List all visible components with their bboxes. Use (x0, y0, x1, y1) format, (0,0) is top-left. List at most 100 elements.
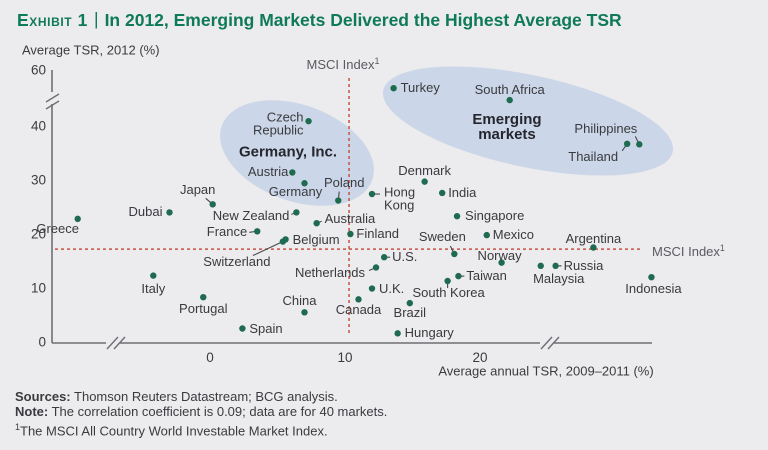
data-point-south-africa (506, 96, 513, 104)
data-point-netherlands (372, 264, 380, 271)
data-point-japan (209, 201, 216, 208)
data-point-belgium (282, 236, 289, 243)
data-point-argentina (590, 244, 597, 251)
footnote-line: 1The MSCI All Country World Investable M… (15, 420, 387, 439)
point-label-france: France (206, 224, 248, 240)
point-label-new-zealand: New Zealand (212, 208, 290, 224)
axis-break-mark (45, 93, 60, 103)
data-point-finland (347, 230, 354, 238)
data-point-russia (552, 262, 559, 270)
data-point-denmark (421, 178, 428, 185)
data-point-brazil (406, 299, 413, 307)
data-point-poland (335, 197, 342, 204)
group-label-emerging-markets: Emerging markets (472, 111, 542, 143)
data-point-france (254, 228, 261, 235)
title-text: In 2012, Emerging Markets Delivered the … (104, 10, 622, 30)
point-label-china: China (282, 293, 317, 309)
point-label-mexico: Mexico (492, 226, 534, 242)
point-label-russia: Russia (563, 257, 604, 273)
point-label-japan: Japan (179, 182, 216, 198)
point-label-thailand: Thailand (568, 148, 619, 164)
y-tick-label-20: 20 (30, 226, 46, 242)
point-label-hong-kong: Hong Kong (384, 184, 416, 213)
x-tick-label-20: 20 (472, 350, 488, 365)
axis-break-mark (547, 336, 560, 350)
sources-line: Sources: Thomson Reuters Datastream; BCG… (15, 389, 387, 405)
data-point-mexico (483, 231, 490, 239)
point-label-turkey: Turkey (400, 79, 440, 95)
data-point-portugal (200, 293, 207, 301)
data-point-south-korea (444, 277, 451, 285)
msci-index-vertical-label: MSCI Index1 (307, 56, 380, 72)
y-tick-label-30: 30 (30, 172, 46, 188)
data-point-dubai (166, 209, 173, 216)
data-point-germany (301, 180, 308, 187)
data-point-austria (289, 169, 296, 176)
y-tick-label-60: 60 (30, 62, 46, 78)
point-label-australia: Australia (324, 210, 376, 226)
point-label-india: India (448, 184, 477, 200)
msci-label-superscript: 1 (374, 55, 380, 66)
point-label-denmark: Denmark (398, 162, 452, 178)
point-label-italy: Italy (141, 280, 166, 296)
x-tick-label-10: 10 (337, 350, 353, 365)
point-label-germany: Germany (268, 183, 323, 199)
msci-index-horizontal-label: MSCI Index1 (652, 243, 725, 259)
label-leader-line-switzerland (252, 241, 284, 257)
footnote-superscript: 1 (15, 421, 21, 432)
data-point-indonesia (648, 274, 655, 281)
data-point-philippines (636, 141, 643, 148)
point-label-canada: Canada (335, 302, 382, 318)
point-label-south-africa: South Africa (474, 81, 545, 97)
x-tick-label-0: 0 (206, 350, 214, 365)
point-label-philippines: Philippines (574, 121, 638, 137)
data-point-hong-kong (368, 190, 376, 198)
data-point-malaysia (537, 262, 544, 270)
data-point-sweden (451, 250, 458, 258)
point-label-poland: Poland (324, 174, 365, 190)
msci-label-text: MSCI Index (306, 57, 375, 73)
point-label-switzerland: Switzerland (203, 253, 271, 269)
point-label-malaysia: Malaysia (533, 270, 585, 286)
data-point-canada (355, 296, 362, 303)
point-label-taiwan: Taiwan (466, 267, 507, 283)
data-point-taiwan (455, 272, 462, 280)
axis-break-mark (540, 336, 553, 350)
point-label-czech-republic: Czech Republic (252, 109, 304, 138)
group-label-germany-inc: Germany, Inc. (238, 143, 338, 161)
y-axis-title: Average TSR, 2012 (%) (22, 42, 160, 58)
title-separator: | (94, 9, 99, 29)
data-point-singapore (453, 212, 461, 220)
note-label: Note: (15, 403, 49, 419)
point-label-finland: Finland (356, 225, 400, 241)
sources-text: Thomson Reuters Datastream; BCG analysis… (74, 389, 338, 404)
data-point-czech-republic (305, 117, 312, 125)
point-label-belgium: Belgium (292, 232, 340, 248)
note-line: Note: The correlation coefficient is 0.0… (15, 403, 387, 420)
point-label-portugal: Portugal (179, 300, 228, 316)
point-label-dubai: Dubai (128, 204, 163, 220)
data-point-u-s (380, 254, 388, 261)
point-label-south-korea: South Korea (412, 284, 485, 300)
point-label-u-s: U.S. (392, 248, 418, 264)
footer-notes: Sources: Thomson Reuters Datastream; BCG… (15, 389, 387, 439)
point-label-u-k: U.K. (379, 280, 405, 296)
y-tick-label-10: 10 (30, 280, 46, 296)
data-point-spain (239, 325, 246, 332)
x-axis-title: Average annual TSR, 2009–2011 (%) (438, 363, 654, 379)
point-label-greece: Greece (36, 220, 80, 236)
point-label-indonesia: Indonesia (625, 280, 682, 296)
axis-break-mark (113, 336, 126, 350)
msci-label-superscript: 1 (719, 242, 725, 253)
data-point-thailand (623, 140, 631, 148)
point-label-austria: Austria (247, 164, 289, 180)
data-point-greece (74, 215, 81, 223)
point-label-singapore: Singapore (465, 207, 525, 223)
y-tick-label-0: 0 (38, 334, 46, 350)
exhibit-title: Exhibit 1 | In 2012, Emerging Markets Deli… (17, 9, 622, 31)
y-tick-label-40: 40 (30, 118, 46, 134)
point-label-spain: Spain (249, 320, 283, 336)
point-label-norway: Norway (477, 247, 522, 263)
